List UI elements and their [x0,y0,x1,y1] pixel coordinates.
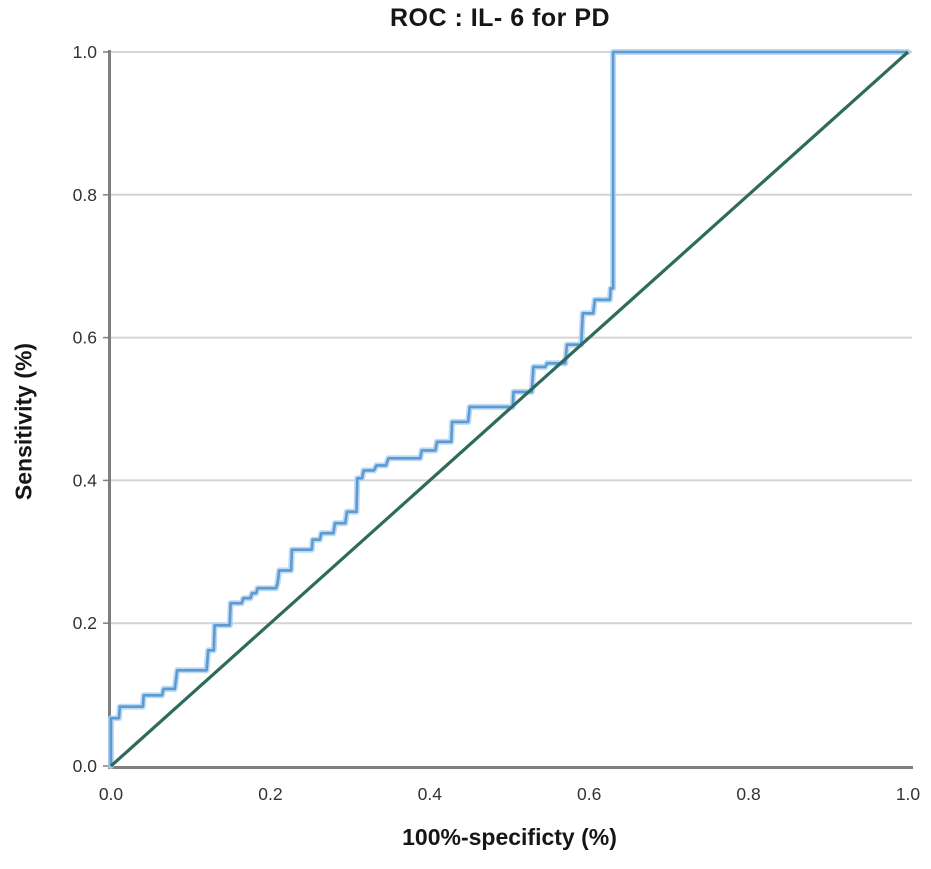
chart-title: ROC : IL- 6 for PD [389,4,611,32]
roc-curve-line [109,50,908,766]
x-tick-label: 1.0 [896,784,921,804]
x-tick-label: 0.0 [99,784,124,804]
y-tick-label: 0.6 [73,328,97,348]
y-axis-label: Sensitivity (%) [10,342,37,501]
y-tick-label: 0.2 [73,613,97,633]
y-tick-label: 0.8 [73,185,97,205]
x-tick-label: 0.2 [258,784,282,804]
x-axis-label: 100%-specificty (%) [402,824,617,850]
y-tick-label: 1.0 [73,42,98,62]
x-tick-label: 0.8 [736,784,760,804]
x-tick-label: 0.4 [418,784,443,804]
y-tick-label: 0.4 [73,470,98,490]
reference-line [109,50,910,768]
x-tick-label: 0.6 [577,784,601,804]
y-tick-label: 0.0 [73,756,98,776]
